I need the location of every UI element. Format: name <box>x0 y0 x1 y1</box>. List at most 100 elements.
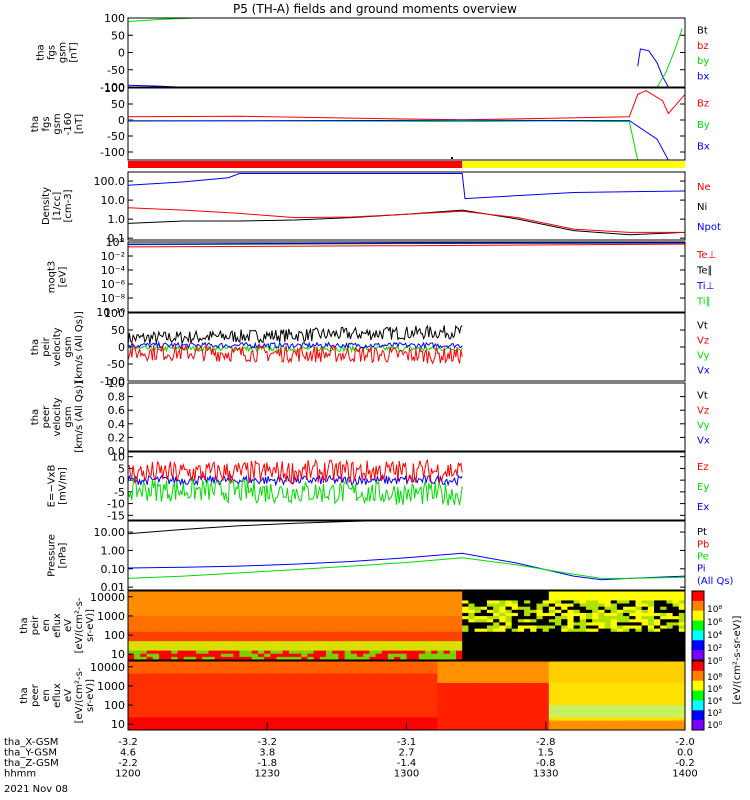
heatmap-cell <box>449 717 457 722</box>
heatmap-cell <box>462 682 469 687</box>
y-axis-label: [cm-3] <box>63 189 74 222</box>
heatmap-cell <box>530 720 537 725</box>
heatmap-cell <box>672 591 680 595</box>
heatmap-cell <box>573 594 581 598</box>
heatmap-cell <box>616 717 624 722</box>
heatmap-cell <box>418 597 426 601</box>
heatmap-cell <box>313 603 321 608</box>
y-axis-label: gsm <box>58 42 69 63</box>
heatmap-cell <box>326 653 333 658</box>
x-tick-label: -3.2 <box>257 737 277 748</box>
heatmap-cell <box>604 670 612 675</box>
heatmap-cell <box>561 670 568 675</box>
heatmap-cell <box>505 673 513 678</box>
heatmap-cell <box>486 597 494 601</box>
heatmap-cell <box>666 673 674 678</box>
y-tick-label: 1000 <box>97 680 125 693</box>
heatmap-cell <box>573 714 581 718</box>
heatmap-cell <box>567 603 575 608</box>
heatmap-cell <box>338 661 346 665</box>
heatmap-cell <box>579 625 587 630</box>
heatmap-cell <box>499 679 507 684</box>
heatmap-cell <box>387 714 395 718</box>
heatmap-cell <box>524 667 531 671</box>
heatmap-cell <box>616 634 624 639</box>
heatmap-cell <box>505 625 513 630</box>
heatmap-cell <box>152 686 160 690</box>
heatmap-cell <box>146 638 154 642</box>
heatmap-cell <box>468 673 476 678</box>
heatmap-cell <box>363 600 370 605</box>
heatmap-cell <box>579 653 587 658</box>
x-tick-label: -1.4 <box>397 758 417 769</box>
heatmap-cell <box>282 708 290 712</box>
heatmap-cell <box>387 625 395 630</box>
heatmap-cell <box>251 692 259 696</box>
heatmap-cell <box>555 682 562 687</box>
heatmap-cell <box>356 689 364 693</box>
heatmap-cell <box>530 612 537 617</box>
heatmap-cell <box>189 591 197 595</box>
heatmap-cell <box>425 650 432 655</box>
heatmap-cell <box>202 612 209 617</box>
heatmap-cell <box>573 600 581 605</box>
heatmap-cell <box>629 656 636 660</box>
heatmap-cell <box>598 597 606 601</box>
heatmap-cell <box>536 616 544 620</box>
heatmap-cell <box>295 689 302 693</box>
heatmap-cell <box>251 603 259 608</box>
heatmap-cell <box>189 647 197 652</box>
heatmap-cell <box>616 594 624 598</box>
heatmap-cell <box>456 609 463 614</box>
heatmap-cell <box>604 661 612 665</box>
heatmap-cell <box>251 597 259 601</box>
heatmap-cell <box>270 673 278 678</box>
heatmap-cell <box>344 682 352 687</box>
heatmap-cell <box>493 714 500 718</box>
heatmap-cell <box>319 686 327 690</box>
heatmap-cell <box>369 726 377 730</box>
heatmap-cell <box>486 612 494 617</box>
heatmap-cell <box>183 591 191 595</box>
heatmap-cell <box>660 622 667 626</box>
colorbar-tick: 10² <box>707 644 722 654</box>
heatmap-cell <box>202 726 209 730</box>
heatmap-cell <box>480 625 488 630</box>
heatmap-cell <box>425 638 432 642</box>
heatmap-cell <box>579 701 587 706</box>
heatmap-cell <box>456 661 463 665</box>
heatmap-cell <box>425 723 432 728</box>
heatmap-cell <box>233 622 240 626</box>
heatmap-cell <box>214 679 222 684</box>
heatmap-cell <box>264 670 271 675</box>
heatmap-cell <box>208 676 216 681</box>
heatmap-cell <box>431 670 438 675</box>
heatmap-cell <box>177 717 185 722</box>
heatmap-cell <box>214 695 222 700</box>
heatmap-cell <box>623 603 630 608</box>
heatmap-cell <box>592 616 599 620</box>
heatmap-cell <box>542 644 550 648</box>
heatmap-cell <box>555 726 562 730</box>
heatmap-cell <box>592 647 599 652</box>
heatmap-cell <box>666 638 674 642</box>
heatmap-cell <box>585 682 593 687</box>
heatmap-cell <box>511 600 519 605</box>
heatmap-cell <box>530 631 537 636</box>
heatmap-cell <box>152 641 160 645</box>
heatmap-cell <box>437 689 445 693</box>
heatmap-cell <box>462 603 469 608</box>
heatmap-cell <box>257 692 265 696</box>
heatmap-cell <box>270 695 278 700</box>
heatmap-cell <box>511 656 519 660</box>
heatmap-cell <box>666 726 674 730</box>
heatmap-cell <box>146 647 154 652</box>
heatmap-cell <box>177 692 185 696</box>
heatmap-cell <box>431 676 438 681</box>
heatmap-cell <box>356 692 364 696</box>
heatmap-cell <box>369 625 377 630</box>
heatmap-cell <box>245 597 253 601</box>
heatmap-cell <box>177 638 185 642</box>
heatmap-cell <box>369 682 377 687</box>
heatmap-cell <box>449 726 457 730</box>
